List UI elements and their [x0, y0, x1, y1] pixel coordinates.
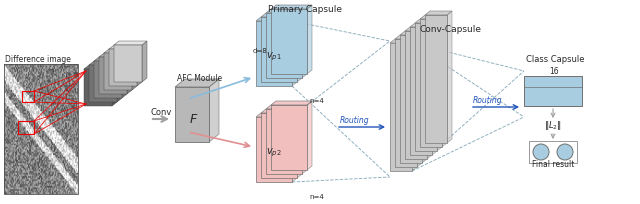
Polygon shape: [417, 36, 422, 167]
Circle shape: [533, 144, 549, 160]
Text: n=4: n=4: [309, 98, 324, 103]
Bar: [410, 28, 432, 155]
Polygon shape: [122, 58, 127, 99]
Bar: [22, 92, 34, 102]
Polygon shape: [292, 18, 297, 86]
Polygon shape: [261, 110, 302, 113]
Polygon shape: [400, 32, 427, 36]
Bar: [420, 20, 442, 147]
Text: Routing: Routing: [340, 115, 370, 124]
Polygon shape: [117, 62, 122, 102]
Polygon shape: [112, 66, 117, 106]
Text: Final result: Final result: [532, 159, 574, 168]
Text: Conv: Conv: [150, 108, 172, 116]
Circle shape: [557, 144, 573, 160]
Polygon shape: [137, 46, 142, 86]
Bar: [109, 50, 137, 86]
Text: $\Vert L_2 \Vert$: $\Vert L_2 \Vert$: [544, 118, 562, 131]
Polygon shape: [427, 28, 432, 159]
Bar: [89, 66, 117, 102]
Polygon shape: [94, 58, 127, 62]
Bar: [99, 58, 127, 94]
Polygon shape: [271, 102, 312, 105]
Text: $v_{p1}$: $v_{p1}$: [266, 50, 282, 62]
Text: F: F: [189, 112, 196, 125]
Bar: [256, 22, 292, 86]
Polygon shape: [175, 80, 219, 88]
Bar: [405, 32, 427, 159]
Polygon shape: [302, 10, 307, 79]
Bar: [415, 24, 437, 151]
Bar: [94, 62, 122, 99]
Polygon shape: [99, 54, 132, 58]
Bar: [271, 105, 307, 170]
Polygon shape: [109, 46, 142, 50]
Polygon shape: [142, 42, 147, 83]
Bar: [175, 88, 209, 142]
Text: Primary Capsule: Primary Capsule: [268, 5, 342, 14]
Bar: [84, 70, 112, 106]
Polygon shape: [114, 42, 147, 46]
Polygon shape: [297, 110, 302, 178]
Bar: [266, 110, 302, 174]
Polygon shape: [442, 16, 447, 147]
Polygon shape: [425, 12, 452, 16]
Polygon shape: [422, 32, 427, 163]
Polygon shape: [84, 66, 117, 70]
Polygon shape: [209, 80, 219, 142]
Polygon shape: [266, 105, 307, 110]
Bar: [425, 16, 447, 143]
Polygon shape: [432, 24, 437, 155]
Text: d=8: d=8: [253, 48, 268, 54]
Polygon shape: [261, 14, 302, 18]
Bar: [4, 65, 78, 194]
Polygon shape: [256, 113, 297, 118]
Bar: [271, 10, 307, 75]
Text: Conv-Capsule: Conv-Capsule: [419, 25, 481, 34]
Polygon shape: [89, 62, 122, 66]
Text: 16: 16: [549, 67, 559, 76]
Polygon shape: [302, 105, 307, 174]
Bar: [261, 113, 297, 178]
Bar: [256, 118, 292, 182]
Polygon shape: [297, 14, 302, 83]
Bar: [114, 46, 142, 83]
Polygon shape: [410, 24, 437, 28]
Text: n=4: n=4: [309, 193, 324, 199]
Polygon shape: [437, 20, 442, 151]
Bar: [18, 121, 34, 134]
Polygon shape: [447, 12, 452, 143]
Polygon shape: [307, 102, 312, 170]
Polygon shape: [271, 6, 312, 10]
Bar: [529, 141, 577, 163]
Polygon shape: [104, 50, 137, 54]
Bar: [524, 77, 582, 106]
Polygon shape: [420, 16, 447, 20]
Polygon shape: [132, 50, 137, 91]
Polygon shape: [266, 10, 307, 14]
Polygon shape: [405, 28, 432, 32]
Text: Class Capsule: Class Capsule: [525, 55, 584, 64]
Polygon shape: [415, 20, 442, 24]
Text: $v_{p2}$: $v_{p2}$: [266, 146, 282, 158]
Polygon shape: [307, 6, 312, 75]
Polygon shape: [395, 36, 422, 40]
Bar: [390, 44, 412, 171]
Polygon shape: [292, 113, 297, 182]
Text: AFC Module: AFC Module: [177, 74, 222, 83]
Polygon shape: [412, 40, 417, 171]
Bar: [395, 40, 417, 167]
Polygon shape: [127, 54, 132, 94]
Bar: [266, 14, 302, 79]
Bar: [261, 18, 297, 83]
Polygon shape: [256, 18, 297, 22]
Polygon shape: [390, 40, 417, 44]
Text: Routing: Routing: [473, 95, 502, 104]
Text: Difference image: Difference image: [5, 55, 71, 64]
Bar: [400, 36, 422, 163]
Bar: [104, 54, 132, 91]
